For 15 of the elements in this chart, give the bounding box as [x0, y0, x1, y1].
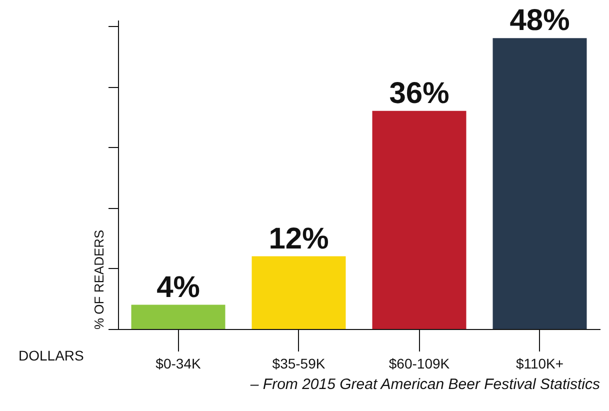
bar — [372, 110, 466, 329]
data-label: 4% — [156, 270, 200, 304]
data-label: 36% — [389, 76, 450, 110]
data-label: 48% — [510, 4, 570, 38]
y-axis-title: % OF READERS — [92, 229, 106, 330]
x-tick-label: $110K+ — [516, 356, 564, 372]
data-label: 12% — [268, 222, 329, 256]
x-tick-label: $0-34K — [156, 356, 202, 372]
bar — [252, 256, 346, 329]
text: – From 2015 Great American Beer Festival Statistics — [249, 376, 600, 393]
bar — [131, 304, 226, 329]
x-tick-label: $60-109K — [388, 356, 450, 372]
x-tick-label: $35-59K — [272, 356, 326, 372]
x-axis-title: DOLLARS — [18, 348, 84, 364]
bar — [492, 38, 587, 329]
